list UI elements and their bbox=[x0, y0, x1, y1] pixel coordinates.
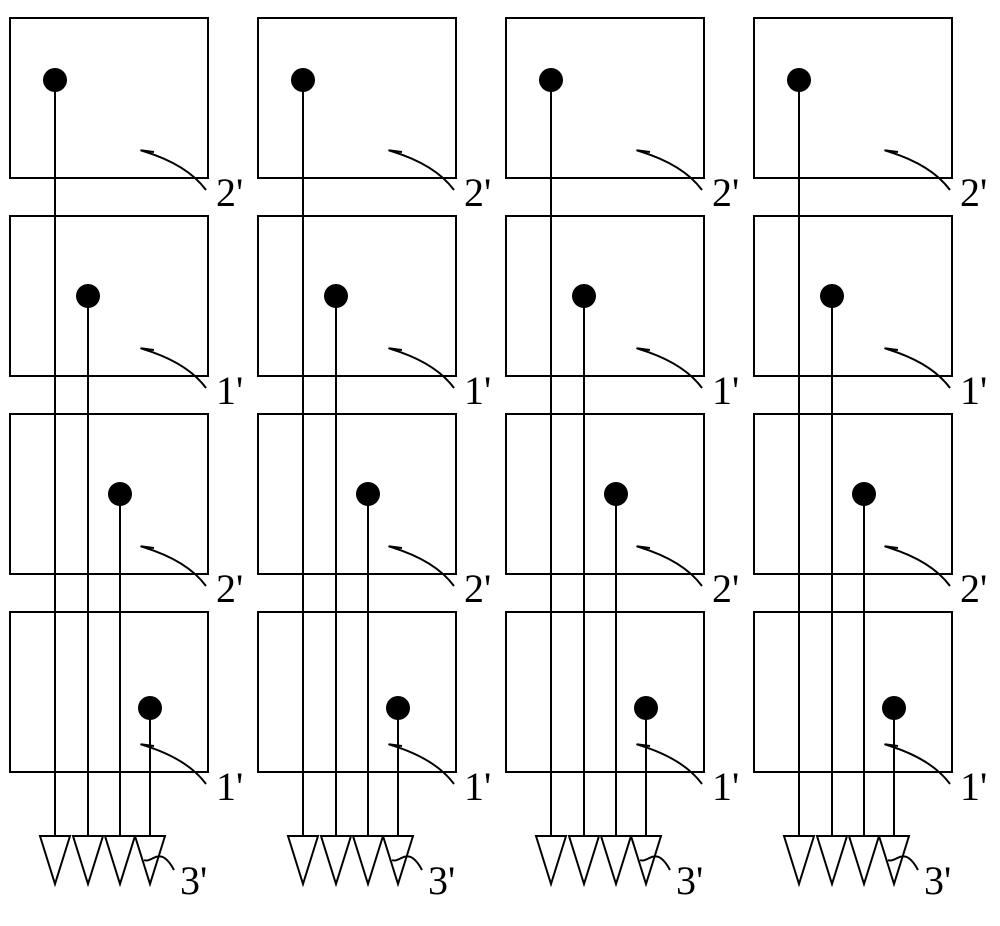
arrowhead-icon bbox=[73, 836, 103, 884]
node-dot bbox=[539, 68, 563, 92]
node-dot bbox=[572, 284, 596, 308]
node-dot bbox=[356, 482, 380, 506]
label-leader bbox=[885, 546, 950, 586]
bottom-label: 3' bbox=[180, 858, 207, 903]
node-dot bbox=[386, 696, 410, 720]
row-label: 2' bbox=[960, 566, 987, 611]
node-dot bbox=[604, 482, 628, 506]
row-label: 1' bbox=[464, 764, 491, 809]
node-dot bbox=[787, 68, 811, 92]
arrowhead-icon bbox=[569, 836, 599, 884]
row-label: 1' bbox=[960, 764, 987, 809]
grid-box bbox=[506, 18, 704, 178]
row-label: 1' bbox=[712, 368, 739, 413]
label-leader bbox=[389, 546, 454, 586]
grid-box bbox=[754, 612, 952, 772]
grid-box bbox=[258, 216, 456, 376]
row-label: 1' bbox=[216, 764, 243, 809]
grid-box bbox=[258, 612, 456, 772]
grid-box bbox=[754, 216, 952, 376]
row-label: 2' bbox=[960, 170, 987, 215]
row-label: 2' bbox=[712, 566, 739, 611]
label-leader bbox=[637, 348, 702, 388]
grid-box bbox=[506, 612, 704, 772]
row-label: 2' bbox=[464, 170, 491, 215]
grid-box bbox=[10, 612, 208, 772]
row-label: 2' bbox=[216, 170, 243, 215]
node-dot bbox=[291, 68, 315, 92]
row-label: 2' bbox=[216, 566, 243, 611]
label-leader bbox=[389, 348, 454, 388]
arrowhead-icon bbox=[601, 836, 631, 884]
label-leader bbox=[141, 546, 206, 586]
row-label: 1' bbox=[960, 368, 987, 413]
label-leader bbox=[885, 348, 950, 388]
node-dot bbox=[108, 482, 132, 506]
arrowhead-icon bbox=[536, 836, 566, 884]
node-dot bbox=[138, 696, 162, 720]
node-dot bbox=[43, 68, 67, 92]
grid-box bbox=[10, 18, 208, 178]
arrowhead-icon bbox=[40, 836, 70, 884]
arrowhead-icon bbox=[849, 836, 879, 884]
grid-box bbox=[754, 18, 952, 178]
bottom-label: 3' bbox=[924, 858, 951, 903]
arrowhead-icon bbox=[784, 836, 814, 884]
arrowhead-icon bbox=[105, 836, 135, 884]
label-leader bbox=[389, 150, 454, 190]
label-leader bbox=[637, 150, 702, 190]
node-dot bbox=[852, 482, 876, 506]
node-dot bbox=[820, 284, 844, 308]
row-label: 2' bbox=[712, 170, 739, 215]
node-dot bbox=[634, 696, 658, 720]
grid-box bbox=[10, 216, 208, 376]
row-label: 1' bbox=[216, 368, 243, 413]
node-dot bbox=[882, 696, 906, 720]
row-label: 1' bbox=[464, 368, 491, 413]
row-label: 2' bbox=[464, 566, 491, 611]
row-label: 1' bbox=[712, 764, 739, 809]
label-leader bbox=[141, 150, 206, 190]
arrowhead-icon bbox=[817, 836, 847, 884]
label-leader bbox=[885, 150, 950, 190]
label-leader bbox=[637, 546, 702, 586]
bottom-label: 3' bbox=[676, 858, 703, 903]
node-dot bbox=[76, 284, 100, 308]
schematic-diagram: 2' 2' 2' 2' 1' 1' 1' 1' 2' 2' 2' 2' 1' 1' 1' 1' 3' 3' 3' 3' bbox=[0, 0, 1000, 926]
label-leader bbox=[141, 348, 206, 388]
arrowhead-icon bbox=[353, 836, 383, 884]
arrowhead-icon bbox=[321, 836, 351, 884]
node-dot bbox=[324, 284, 348, 308]
grid-box bbox=[506, 216, 704, 376]
grid-box bbox=[258, 18, 456, 178]
bottom-label: 3' bbox=[428, 858, 455, 903]
arrowhead-icon bbox=[288, 836, 318, 884]
